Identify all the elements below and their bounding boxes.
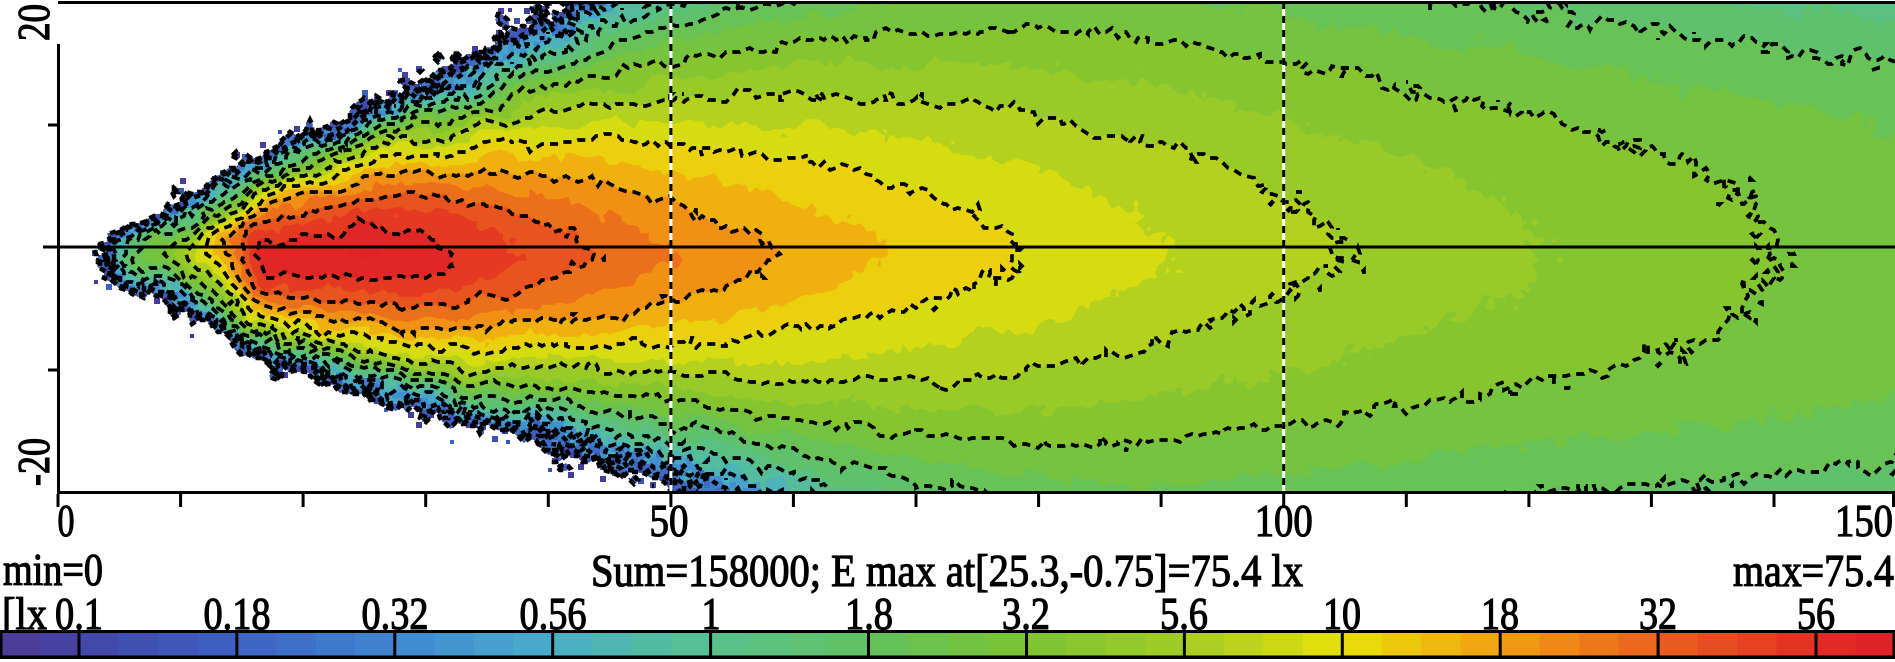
svg-text:-20: -20 [9,438,59,486]
svg-text:Sum=158000; E max at[25.3,-0.7: Sum=158000; E max at[25.3,-0.75]=75.4 lx [591,546,1303,596]
svg-text:150: 150 [1835,496,1893,546]
svg-text:50: 50 [650,496,689,546]
svg-text:20: 20 [9,4,59,41]
svg-text:min=0: min=0 [3,545,103,595]
svg-text:1: 1 [702,589,721,639]
svg-text:max=75.4: max=75.4 [1733,546,1894,596]
svg-text:0: 0 [58,496,75,546]
svg-text:100: 100 [1255,496,1313,546]
